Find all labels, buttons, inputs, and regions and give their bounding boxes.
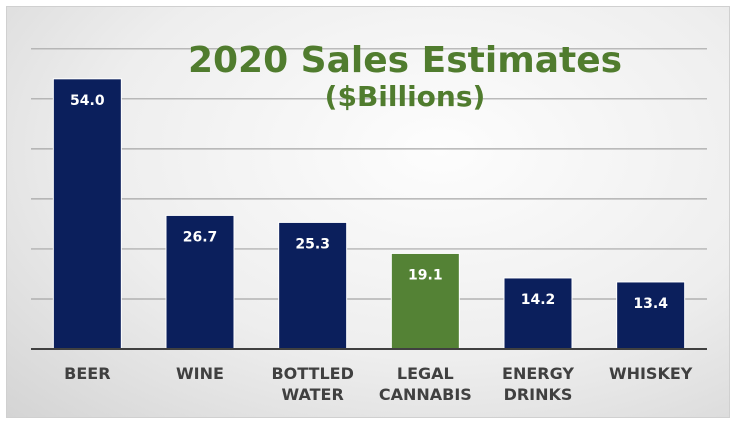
bars — [52, 78, 686, 350]
value-label: 26.7 — [183, 229, 218, 245]
category-label: CANNABIS — [379, 385, 472, 404]
bar-legal-cannabis — [390, 252, 460, 350]
category-label: DRINKS — [504, 385, 573, 404]
value-label: 54.0 — [70, 93, 105, 109]
category-label: WATER — [282, 385, 344, 404]
category-label: ENERGY — [502, 364, 574, 383]
value-label: 13.4 — [633, 296, 668, 312]
bar-chart: 54.0 26.7 25.3 19.1 14.2 13.4 BEER WINE BOTTLED… — [31, 40, 707, 404]
chart-frame: 54.0 26.7 25.3 19.1 14.2 13.4 BEER WINE BOTTLED… — [6, 6, 730, 418]
category-label: WINE — [176, 364, 224, 383]
value-labels: 54.0 26.7 25.3 19.1 14.2 13.4 — [70, 93, 668, 312]
bar-bottled-water — [278, 221, 348, 350]
category-label: WHISKEY — [609, 364, 693, 383]
chart-subtitle: ($Billions) — [325, 80, 486, 113]
category-labels: BEER WINE BOTTLED WATER LEGAL CANNABIS ENERGY D… — [64, 364, 693, 404]
value-label: 14.2 — [521, 292, 556, 308]
gridlines — [31, 48, 707, 300]
category-label: BOTTLED — [271, 364, 353, 383]
category-label: BEER — [64, 364, 110, 383]
bar-whiskey — [616, 281, 686, 350]
bar-beer — [52, 78, 122, 350]
value-label: 25.3 — [295, 236, 330, 252]
value-label: 19.1 — [408, 267, 443, 283]
bar-energy-drinks — [503, 277, 573, 350]
category-label: LEGAL — [397, 364, 454, 383]
chart-title: 2020 Sales Estimates — [188, 40, 622, 81]
